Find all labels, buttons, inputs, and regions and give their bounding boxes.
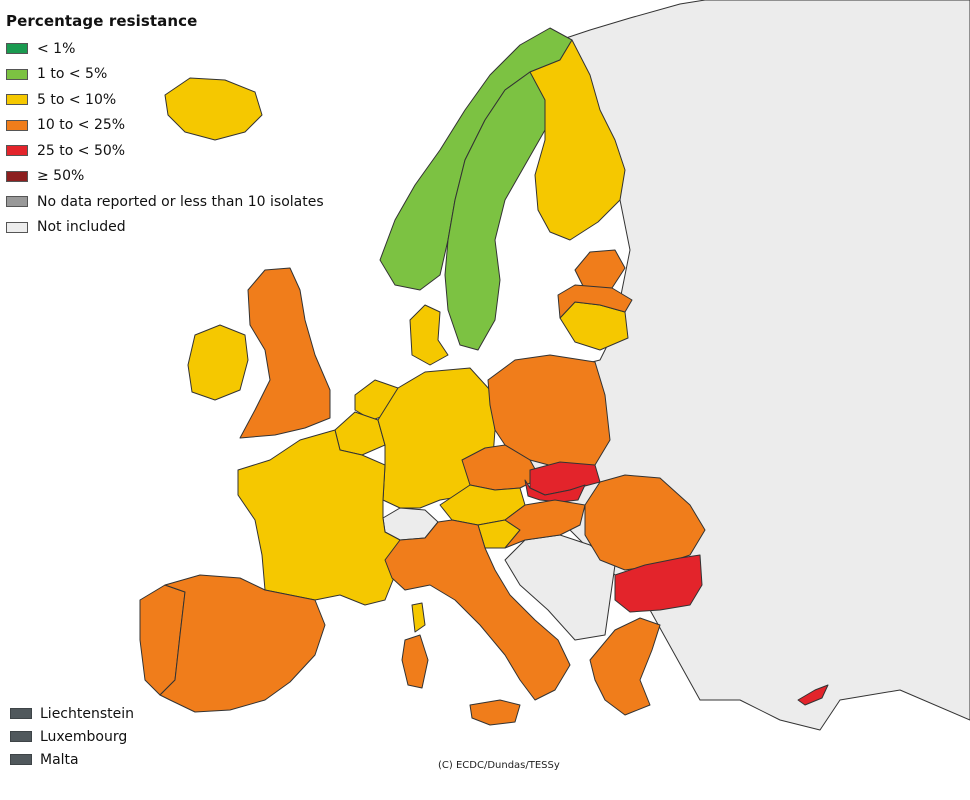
region-estonia (574, 249, 626, 291)
legend-swatch (6, 94, 28, 106)
legend-item: 10 to < 25% (6, 113, 324, 139)
region-france (237, 429, 401, 606)
small-state-label: Liechtenstein (40, 705, 135, 722)
legend-item: 5 to < 10% (6, 87, 324, 113)
legend-swatch (6, 43, 28, 55)
region-greece (589, 617, 661, 716)
legend-swatch (6, 221, 28, 233)
small-state-item: Liechtenstein (10, 702, 134, 725)
legend-label: 25 to < 50% (37, 142, 126, 159)
region-italy (384, 519, 571, 701)
region-sardinia (401, 634, 429, 689)
legend-label: No data reported or less than 10 isolate… (37, 193, 324, 210)
small-state-item: Luxembourg (10, 725, 134, 748)
legend-item: Not included (6, 215, 324, 241)
legend-item: No data reported or less than 10 isolate… (6, 189, 324, 215)
small-state-label: Malta (40, 751, 79, 768)
region-hungary (524, 479, 586, 503)
region-romania (584, 474, 706, 571)
region-sweden (444, 71, 546, 351)
region-denmark (409, 304, 449, 366)
legend-item: < 1% (6, 36, 324, 62)
legend-swatch (6, 196, 28, 208)
small-state-swatch (10, 754, 32, 765)
legend-label: ≥ 50% (37, 168, 85, 185)
region-bulgaria (614, 554, 703, 613)
legend-item: 1 to < 5% (6, 62, 324, 88)
small-state-label: Luxembourg (40, 728, 128, 745)
small-state-item: Malta (10, 748, 134, 771)
legend-item: 25 to < 50% (6, 138, 324, 164)
legend-swatch (6, 170, 28, 182)
region-sicily (469, 699, 521, 726)
region-cyprus (797, 684, 829, 706)
copyright-notice: (C) ECDC/Dundas/TESSy (438, 760, 560, 771)
small-state-swatch (10, 731, 32, 742)
legend-label: < 1% (37, 40, 76, 57)
region-ireland (187, 324, 249, 401)
region-iceland (164, 77, 263, 141)
region-united-kingdom (239, 267, 331, 439)
legend-title: Percentage resistance (6, 12, 198, 30)
legend: Percentage resistance < 1% 1 to < 5% 5 t… (6, 12, 324, 240)
legend-swatch (6, 145, 28, 157)
legend-item: ≥ 50% (6, 164, 324, 190)
region-lithuania (557, 284, 633, 319)
region-croatia (504, 499, 586, 549)
legend-label: Not included (37, 219, 126, 236)
small-state-swatch (10, 708, 32, 719)
region-spain (159, 574, 326, 713)
region-finland (529, 39, 626, 241)
legend-swatch (6, 119, 28, 131)
legend-swatch (6, 68, 28, 80)
small-states-legend: Liechtenstein Luxembourg Malta (10, 702, 134, 771)
legend-label: 1 to < 5% (37, 66, 108, 83)
legend-label: 10 to < 25% (37, 117, 126, 134)
region-corsica (411, 602, 426, 633)
legend-label: 5 to < 10% (37, 91, 117, 108)
